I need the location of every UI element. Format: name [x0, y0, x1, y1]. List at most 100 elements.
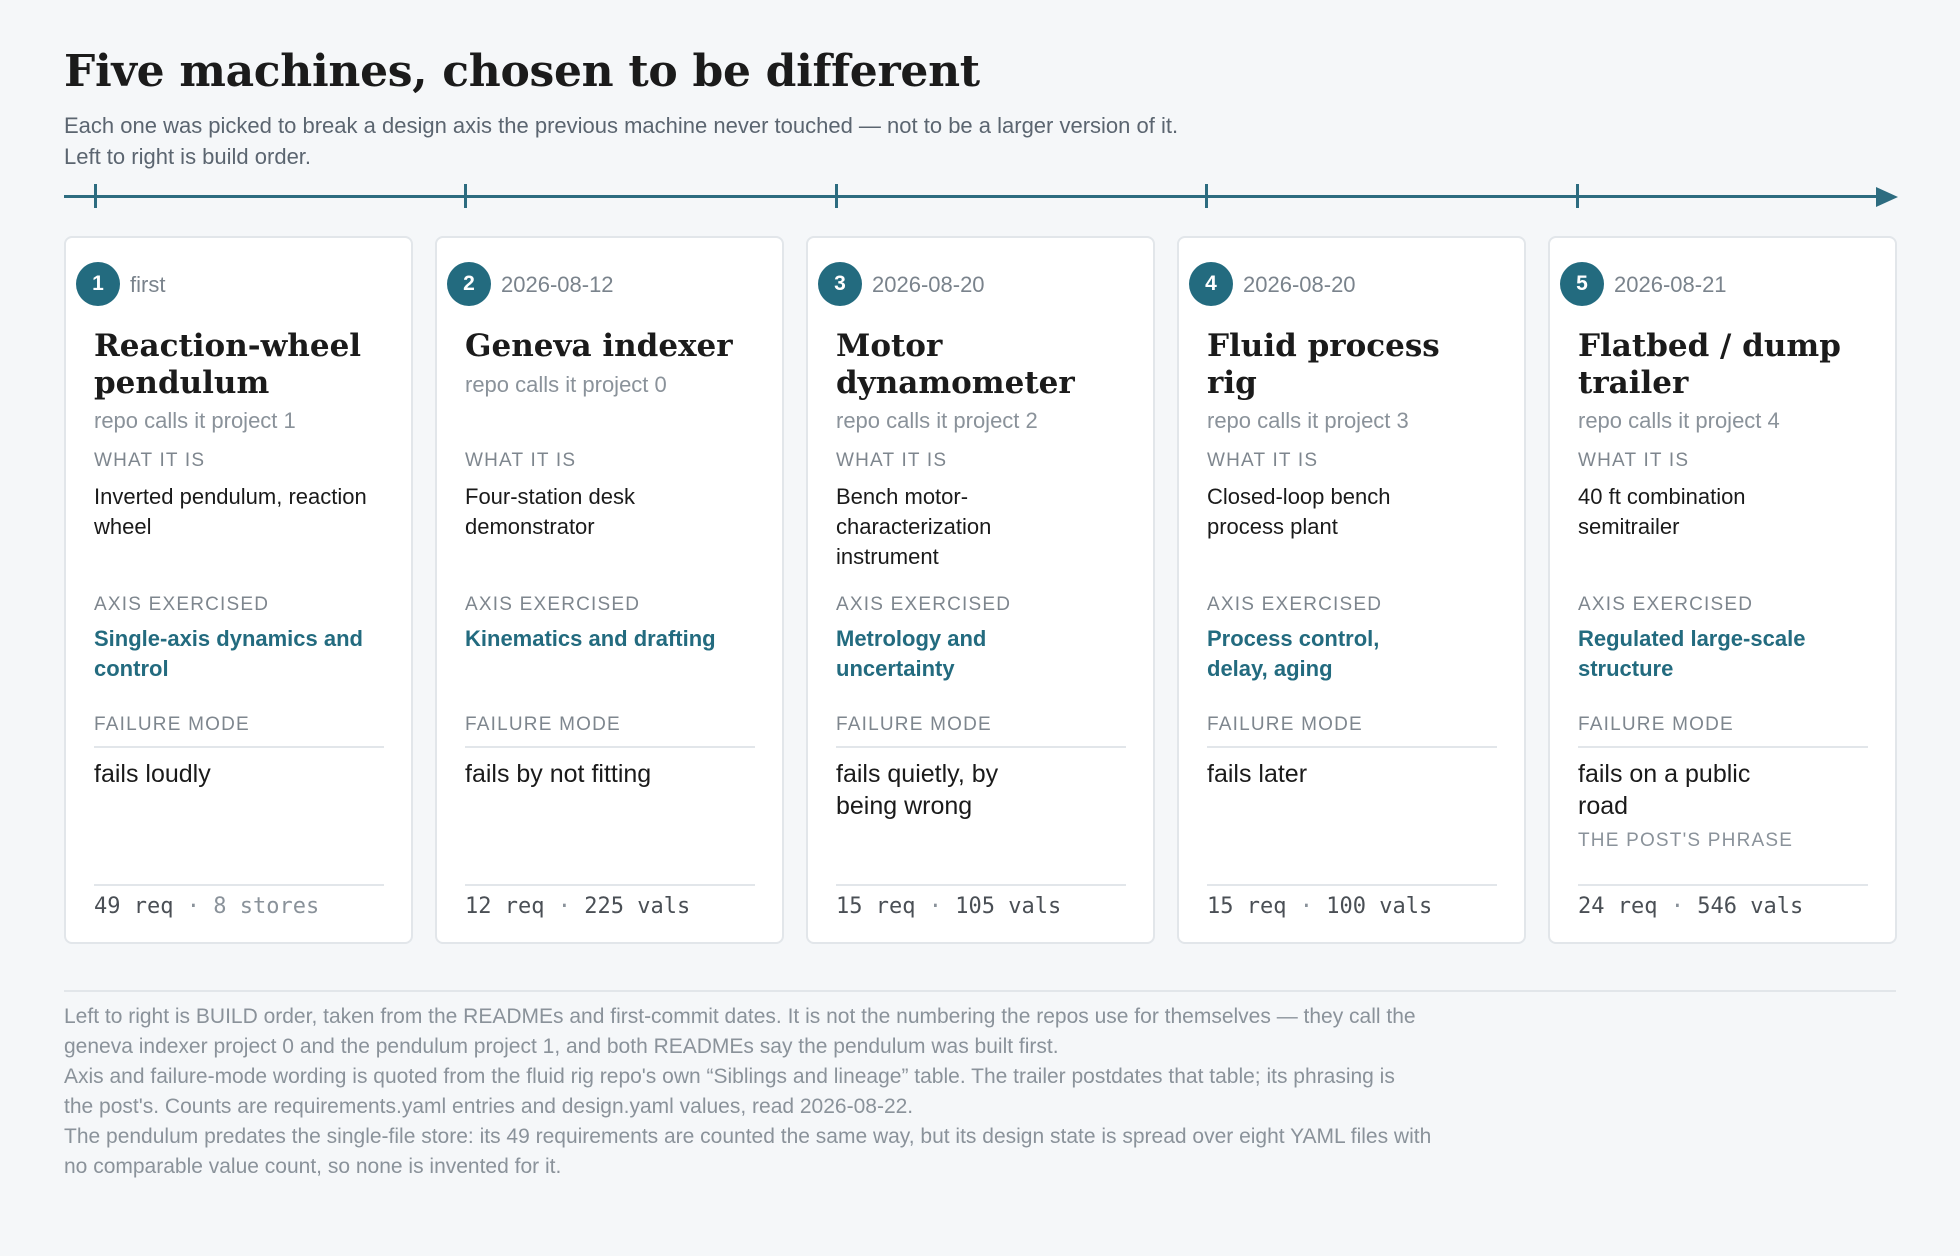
- stats-separator: ·: [1657, 894, 1698, 919]
- order-number-badge: 2: [447, 262, 491, 306]
- machine-card: 2 2026-08-12 Geneva indexer repo calls i…: [435, 236, 784, 944]
- timeline-line: [64, 195, 1880, 198]
- repo-name-note: repo calls it project 4: [1578, 408, 1780, 433]
- footnote-line: Left to right is BUILD order, taken from…: [64, 1005, 1416, 1028]
- machine-title: Reaction-wheel pendulum: [94, 328, 362, 401]
- count-stats: 15 req · 105 vals: [836, 894, 1061, 919]
- phrase-note: THE POST'S PHRASE: [1578, 830, 1794, 851]
- what-it-is: Closed-loop bench process plant: [1207, 484, 1391, 539]
- order-number-badge: 1: [76, 262, 120, 306]
- stats-separator: ·: [915, 894, 956, 919]
- footnote-line: no comparable value count, so none is in…: [64, 1155, 562, 1178]
- order-number-badge: 4: [1189, 262, 1233, 306]
- what-label: WHAT IT IS: [1207, 450, 1319, 471]
- requirements-count: 12 req: [465, 894, 545, 919]
- what-label: WHAT IT IS: [1578, 450, 1690, 471]
- what-it-is: 40 ft combination semitrailer: [1578, 484, 1746, 539]
- machine-title: Motor dynamometer: [836, 328, 1075, 401]
- axis-label: AXIS EXERCISED: [465, 594, 641, 615]
- axis-label: AXIS EXERCISED: [836, 594, 1012, 615]
- page-subtitle: Each one was picked to break a design ax…: [64, 110, 1464, 172]
- repo-name-note: repo calls it project 2: [836, 408, 1038, 433]
- page-title: Five machines, chosen to be different: [64, 46, 980, 97]
- build-date: 2026-08-21: [1614, 272, 1727, 297]
- timeline-tick: [1576, 184, 1579, 208]
- failure-mode: fails later: [1207, 760, 1308, 788]
- footnote-line: Axis and failure-mode wording is quoted …: [64, 1065, 1395, 1088]
- failure-label: FAILURE MODE: [836, 714, 992, 735]
- order-number-badge: 3: [818, 262, 862, 306]
- axis-label: AXIS EXERCISED: [1578, 594, 1754, 615]
- build-date: 2026-08-20: [1243, 272, 1356, 297]
- machine-title: Geneva indexer: [465, 328, 733, 364]
- failure-mode: fails on a public road: [1578, 760, 1751, 820]
- axis-label: AXIS EXERCISED: [1207, 594, 1383, 615]
- divider: [1578, 884, 1868, 886]
- failure-label: FAILURE MODE: [94, 714, 250, 735]
- divider: [94, 884, 384, 886]
- divider: [94, 746, 384, 748]
- footnote-line: The pendulum predates the single-file st…: [64, 1125, 1432, 1148]
- count-stats: 12 req · 225 vals: [465, 894, 690, 919]
- axis-exercised: Metrology and uncertainty: [836, 626, 987, 681]
- build-date: 2026-08-12: [501, 272, 614, 297]
- failure-mode: fails by not fitting: [465, 760, 652, 788]
- divider: [1207, 884, 1497, 886]
- machine-cards: 1 first Reaction-wheel pendulum repo cal…: [64, 236, 1897, 944]
- machine-card: 3 2026-08-20 Motor dynamometer repo call…: [806, 236, 1155, 944]
- axis-exercised: Regulated large-scale structure: [1578, 626, 1806, 681]
- values-count: 100 vals: [1326, 894, 1433, 919]
- what-label: WHAT IT IS: [94, 450, 206, 471]
- failure-mode: fails quietly, by being wrong: [836, 760, 999, 820]
- build-date: 2026-08-20: [872, 272, 985, 297]
- requirements-count: 24 req: [1578, 894, 1658, 919]
- axis-label: AXIS EXERCISED: [94, 594, 270, 615]
- what-it-is: Inverted pendulum, reaction wheel: [94, 484, 367, 539]
- what-it-is: Four-station desk demonstrator: [465, 484, 635, 539]
- footer-divider: [64, 990, 1896, 992]
- repo-name-note: repo calls it project 0: [465, 372, 667, 397]
- count-stats: 15 req · 100 vals: [1207, 894, 1432, 919]
- requirements-count: 49 req: [94, 894, 174, 919]
- failure-label: FAILURE MODE: [1207, 714, 1363, 735]
- footnote-line: geneva indexer project 0 and the pendulu…: [64, 1035, 1059, 1058]
- machine-card: 5 2026-08-21 Flatbed / dump trailer repo…: [1548, 236, 1897, 944]
- divider: [836, 884, 1126, 886]
- divider: [465, 746, 755, 748]
- timeline-tick: [94, 184, 97, 208]
- requirements-count: 15 req: [836, 894, 916, 919]
- stats-separator: ·: [173, 894, 214, 919]
- count-stats: 49 req · 8 stores: [94, 894, 319, 919]
- divider: [836, 746, 1126, 748]
- subtitle-line: Each one was picked to break a design ax…: [64, 113, 1179, 138]
- footnotes: Left to right is BUILD order, taken from…: [64, 1002, 1664, 1182]
- requirements-count: 15 req: [1207, 894, 1287, 919]
- machine-title: Flatbed / dump trailer: [1578, 328, 1841, 401]
- what-it-is: Bench motor-characterization instrument: [836, 484, 992, 569]
- axis-exercised: Kinematics and drafting: [465, 626, 716, 651]
- values-count: 8 stores: [213, 894, 320, 919]
- timeline-tick: [1205, 184, 1208, 208]
- what-label: WHAT IT IS: [465, 450, 577, 471]
- failure-label: FAILURE MODE: [465, 714, 621, 735]
- machine-title: Fluid process rig: [1207, 328, 1440, 401]
- axis-exercised: Single-axis dynamics and control: [94, 626, 363, 681]
- failure-label: FAILURE MODE: [1578, 714, 1734, 735]
- footnote-line: the post's. Counts are requirements.yaml…: [64, 1095, 914, 1118]
- divider: [465, 884, 755, 886]
- values-count: 225 vals: [584, 894, 691, 919]
- divider: [1207, 746, 1497, 748]
- timeline-tick: [464, 184, 467, 208]
- subtitle-line: Left to right is build order.: [64, 144, 312, 169]
- order-number-badge: 5: [1560, 262, 1604, 306]
- values-count: 546 vals: [1697, 894, 1804, 919]
- divider: [1578, 746, 1868, 748]
- repo-name-note: repo calls it project 1: [94, 408, 296, 433]
- stats-separator: ·: [1286, 894, 1327, 919]
- build-date: first: [130, 272, 166, 297]
- values-count: 105 vals: [955, 894, 1062, 919]
- machine-card: 4 2026-08-20 Fluid process rig repo call…: [1177, 236, 1526, 944]
- what-label: WHAT IT IS: [836, 450, 948, 471]
- failure-mode: fails loudly: [94, 760, 211, 788]
- count-stats: 24 req · 546 vals: [1578, 894, 1803, 919]
